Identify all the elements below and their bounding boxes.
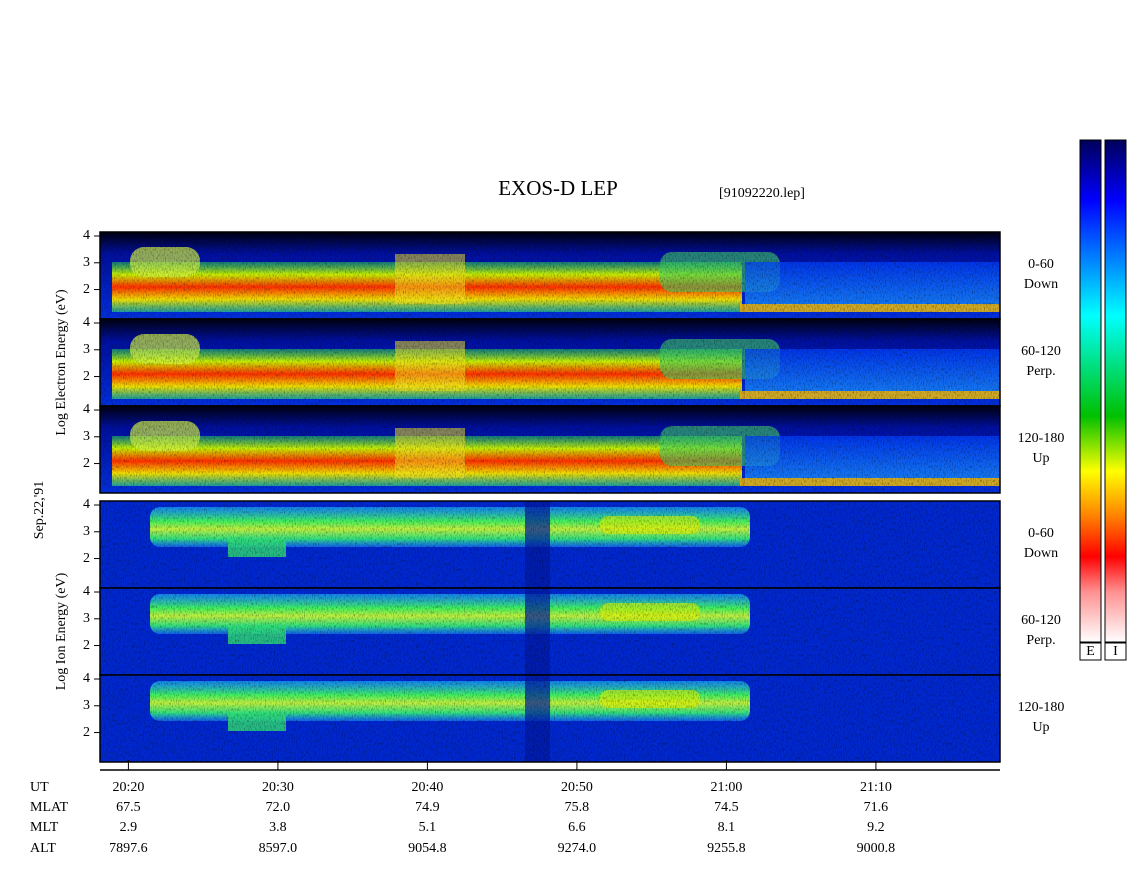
ephemeris-value: 71.6 xyxy=(864,800,889,815)
panel-label: 60-120 xyxy=(1021,613,1061,628)
file-name: [91092220.lep] xyxy=(719,186,805,201)
x-tick-label: 20:50 xyxy=(561,780,593,795)
ephemeris-name: MLAT xyxy=(30,800,69,815)
x-axis-label: UT xyxy=(30,780,49,795)
y-tick-label: 2 xyxy=(83,456,90,471)
ephemeris-value: 67.5 xyxy=(116,800,141,815)
y-tick-label: 3 xyxy=(83,698,90,713)
group-label: Log Electron Energy (eV) xyxy=(54,289,69,436)
ephemeris-value: 3.8 xyxy=(269,820,287,835)
panel-label: 120-180 xyxy=(1018,431,1065,446)
panel-frame xyxy=(99,674,1001,763)
y-tick-label: 2 xyxy=(83,638,90,653)
ephemeris-name: ALT xyxy=(30,841,56,856)
panel-label: 0-60 xyxy=(1028,257,1054,272)
noise xyxy=(100,232,1000,319)
colorbar-label: I xyxy=(1113,644,1118,659)
ephemeris-value: 8.1 xyxy=(718,820,736,835)
y-tick-label: 2 xyxy=(83,725,90,740)
spectrogram xyxy=(100,319,1000,406)
ephemeris-value: 74.5 xyxy=(714,800,739,815)
x-tick-label: 20:40 xyxy=(411,780,443,795)
ephemeris-value: 72.0 xyxy=(266,800,291,815)
ephemeris-value: 5.1 xyxy=(419,820,437,835)
x-tick-label: 20:20 xyxy=(112,780,144,795)
ephemeris-value: 75.8 xyxy=(565,800,590,815)
ephemeris-value: 8597.0 xyxy=(259,841,298,856)
y-tick-label: 2 xyxy=(83,369,90,384)
spectrogram xyxy=(100,675,1000,762)
ephemeris-value: 9054.8 xyxy=(408,841,447,856)
noise xyxy=(100,675,1000,762)
spectrogram xyxy=(100,501,1000,588)
panel-frame xyxy=(99,405,1001,494)
spectrogram xyxy=(100,588,1000,675)
spectrogram xyxy=(100,232,1000,319)
panel-label: 0-60 xyxy=(1028,526,1054,541)
y-tick-label: 4 xyxy=(83,402,90,417)
panel-label: Up xyxy=(1032,720,1049,735)
panel-label: Down xyxy=(1024,546,1058,561)
panel-label: 60-120 xyxy=(1021,344,1061,359)
colorbar-label-box xyxy=(1079,642,1102,661)
noise xyxy=(100,319,1000,406)
ephemeris-value: 9274.0 xyxy=(558,841,597,856)
panel-label: 120-180 xyxy=(1018,700,1065,715)
y-tick-label: 4 xyxy=(83,497,90,512)
noise xyxy=(100,588,1000,675)
panel-label: Down xyxy=(1024,277,1058,292)
colorbar-label-box xyxy=(1104,642,1127,661)
y-tick-label: 3 xyxy=(83,524,90,539)
ephemeris-value: 9255.8 xyxy=(707,841,746,856)
y-tick-label: 4 xyxy=(83,228,90,243)
y-tick-label: 4 xyxy=(83,315,90,330)
y-tick-label: 3 xyxy=(83,342,90,357)
ephemeris-value: 6.6 xyxy=(568,820,586,835)
y-tick-label: 3 xyxy=(83,255,90,270)
ephemeris-value: 9.2 xyxy=(867,820,885,835)
y-tick-label: 2 xyxy=(83,282,90,297)
spectrogram xyxy=(100,406,1000,493)
chart-title: EXOS-D LEP xyxy=(498,176,618,200)
y-tick-label: 4 xyxy=(83,584,90,599)
y-tick-label: 3 xyxy=(83,429,90,444)
ephemeris-name: MLT xyxy=(30,820,59,835)
x-tick-label: 21:10 xyxy=(860,780,892,795)
panel-label: Perp. xyxy=(1026,364,1055,379)
ephemeris-value: 7897.6 xyxy=(109,841,148,856)
x-tick-label: 21:00 xyxy=(710,780,742,795)
colorbar xyxy=(1104,139,1127,643)
noise xyxy=(100,406,1000,493)
panel-label: Up xyxy=(1032,451,1049,466)
colorbar xyxy=(1079,139,1102,643)
y-tick-label: 2 xyxy=(83,551,90,566)
panel-label: Perp. xyxy=(1026,633,1055,648)
y-tick-label: 3 xyxy=(83,611,90,626)
ephemeris-value: 2.9 xyxy=(120,820,138,835)
date-label: Sep.22,'91 xyxy=(32,481,47,540)
y-tick-label: 4 xyxy=(83,671,90,686)
ephemeris-value: 74.9 xyxy=(415,800,440,815)
colorbar-label: E xyxy=(1086,644,1095,659)
group-label: Log Ion Energy (eV) xyxy=(54,572,69,690)
ephemeris-value: 9000.8 xyxy=(857,841,896,856)
noise xyxy=(100,501,1000,588)
x-tick-label: 20:30 xyxy=(262,780,294,795)
